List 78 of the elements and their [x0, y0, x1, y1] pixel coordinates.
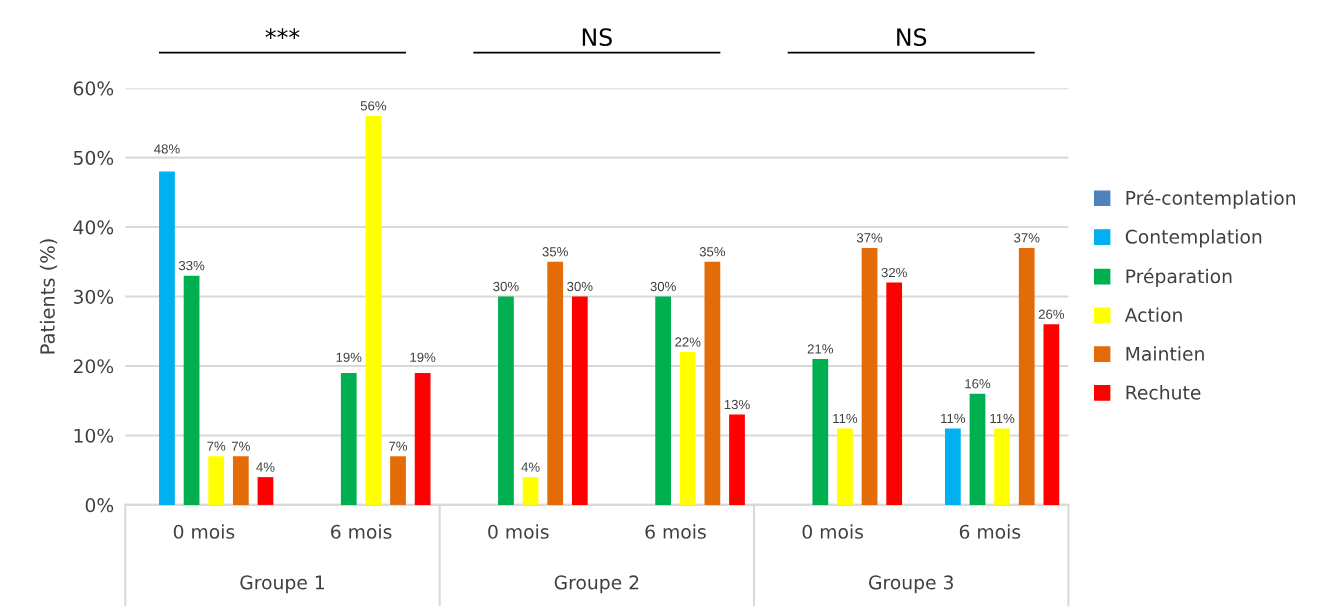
data-label: 19%: [410, 352, 436, 362]
data-label: 26%: [1038, 309, 1065, 319]
data-label: 33%: [178, 260, 205, 271]
y-axis-title: Patients (%): [39, 239, 58, 354]
text: NS: [582, 28, 612, 47]
data-label: 56%: [360, 101, 387, 111]
bar: [837, 428, 853, 505]
legend-label: Rechute: [1126, 385, 1201, 400]
data-label: 35%: [542, 247, 568, 257]
bar: [208, 456, 225, 505]
data-label: 4%: [256, 462, 275, 472]
bar: [257, 477, 274, 505]
bar: [1018, 247, 1035, 505]
bar: [679, 352, 696, 505]
data-label: 30%: [493, 281, 519, 292]
data-label: 7%: [231, 441, 250, 451]
bar: [414, 372, 431, 505]
text: Groupe 3: [869, 575, 953, 594]
data-label: 19%: [336, 352, 362, 362]
y-tick-label: 50%: [73, 150, 114, 165]
data-label: 30%: [567, 281, 593, 292]
x-tick-label: 6 mois: [645, 524, 706, 539]
data-label: 21%: [807, 344, 834, 354]
data-label: 13%: [724, 399, 750, 410]
text: ***: [265, 28, 300, 39]
x-tick-label: 6 mois: [331, 524, 392, 539]
data-label: 11%: [941, 413, 966, 424]
y-tick-label: 20%: [73, 359, 114, 374]
data-label: 16%: [965, 379, 991, 389]
data-label: 32%: [881, 267, 907, 278]
bar: [704, 261, 721, 505]
bar: [390, 456, 406, 505]
x-tick-label: 0 mois: [173, 524, 235, 539]
x-tick-label: 0 mois: [802, 524, 864, 539]
data-label: 11%: [833, 413, 858, 424]
legend-label: Contemplation: [1125, 229, 1262, 248]
bar: [340, 372, 357, 505]
legend-label: Préparation: [1126, 268, 1232, 287]
y-tick-label: 60%: [73, 81, 114, 96]
bar: [498, 296, 514, 505]
legend-label: Pré-contemplation: [1126, 189, 1295, 209]
text: NS: [897, 28, 927, 47]
x-tick-label: 0 mois: [488, 524, 549, 539]
text: Groupe 1: [240, 575, 324, 594]
data-label: 35%: [699, 247, 726, 257]
y-tick-label: 30%: [73, 289, 114, 304]
y-tick-label: 40%: [73, 220, 114, 235]
x-tick-label: 6 mois: [959, 524, 1021, 539]
data-label: 11%: [990, 413, 1015, 424]
data-label: 7%: [389, 441, 408, 451]
bar: [861, 247, 878, 505]
bar: [655, 296, 672, 505]
bar: [729, 414, 745, 505]
data-label: 22%: [675, 337, 701, 347]
legend-label: Action: [1124, 307, 1182, 323]
bar: [183, 275, 200, 505]
bar: [571, 296, 588, 505]
bar: [812, 359, 829, 505]
y-tick-label: 0%: [85, 498, 114, 513]
data-label: 37%: [1014, 233, 1040, 243]
data-label: 30%: [650, 281, 676, 292]
bar: [547, 261, 564, 505]
data-label: 7%: [207, 441, 226, 451]
data-label: 48%: [154, 144, 180, 154]
bar: [886, 282, 903, 505]
bar: [944, 428, 961, 505]
y-tick-label: 10%: [74, 428, 114, 443]
legend-label: Maintien: [1126, 346, 1204, 361]
bar: [1043, 324, 1060, 505]
data-label: 37%: [856, 233, 883, 243]
bar: [159, 171, 175, 505]
bar: [365, 115, 382, 505]
bar: [522, 477, 539, 505]
data-label: 4%: [521, 462, 540, 472]
bar: [969, 393, 986, 505]
text: Groupe 2: [554, 575, 639, 594]
bar: [232, 456, 249, 505]
bar: [994, 428, 1010, 505]
